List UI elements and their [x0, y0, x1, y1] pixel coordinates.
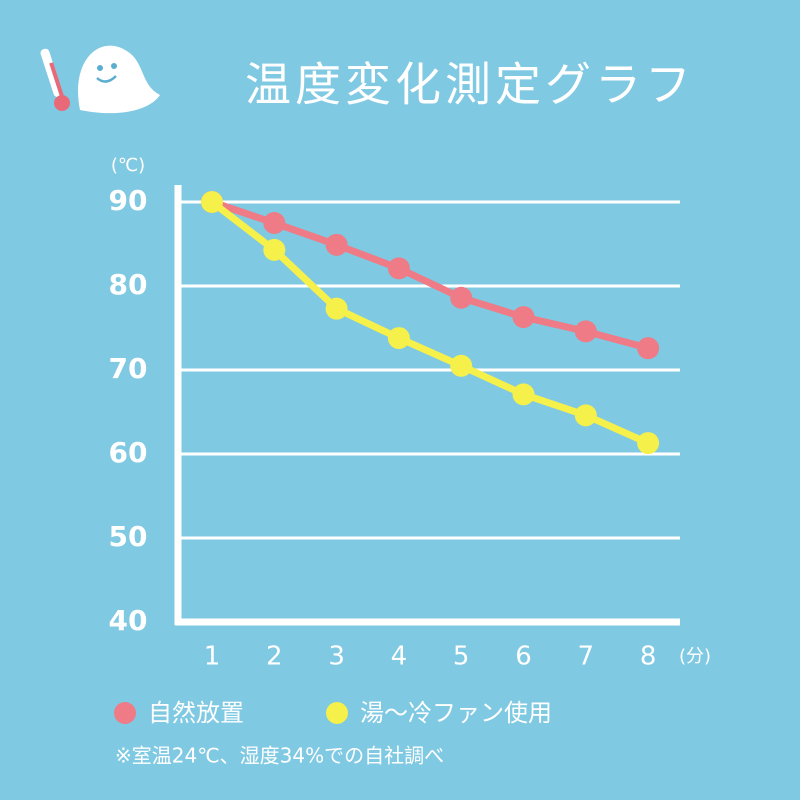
legend-marker	[114, 702, 136, 724]
x-tick-label: 5	[453, 642, 470, 672]
y-tick-label: 40	[109, 604, 148, 637]
point	[450, 354, 473, 377]
x-tick-label: 2	[266, 642, 283, 672]
legend-label: 自然放置	[148, 699, 244, 727]
point	[574, 320, 597, 343]
point	[201, 191, 223, 213]
point	[263, 212, 286, 234]
point	[450, 286, 473, 309]
legend-marker	[326, 702, 348, 724]
point	[512, 383, 535, 406]
y-axis-unit: (℃)	[111, 155, 145, 176]
x-tick-label: 8	[640, 642, 657, 672]
x-tick-label: 3	[328, 642, 345, 672]
x-tick-label: 6	[515, 642, 532, 672]
x-axis-unit: (分)	[679, 646, 711, 667]
point	[263, 238, 286, 261]
chart-title: 温度変化測定グラフ	[245, 58, 695, 112]
icon	[40, 45, 160, 114]
point	[387, 257, 410, 280]
point	[574, 404, 597, 427]
point	[637, 337, 660, 360]
legend-label: 湯〜冷ファン使用	[360, 699, 552, 727]
x-tick-label: 7	[578, 642, 595, 672]
point	[637, 432, 660, 455]
y-tick-label: 90	[109, 184, 148, 217]
point	[325, 297, 348, 320]
footnote: ※室温24℃、湿度34%での自社調べ	[115, 744, 444, 768]
y-tick-label: 70	[109, 352, 148, 385]
point	[512, 306, 535, 329]
y-tick-label: 50	[109, 520, 148, 553]
y-tick-label: 60	[109, 436, 148, 469]
y-tick-label: 80	[109, 268, 148, 301]
point	[325, 233, 348, 256]
x-tick-label: 1	[204, 642, 221, 672]
point	[387, 327, 410, 350]
x-tick-label: 4	[391, 642, 408, 672]
